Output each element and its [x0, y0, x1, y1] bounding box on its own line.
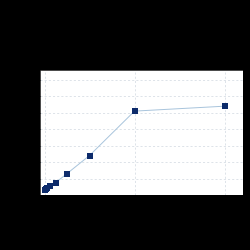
Point: [65, 172, 69, 175]
X-axis label: Human Acyl-CoA Dehydrogenase Family Member 8 (ACAD8)
Concentration (ng/ml): Human Acyl-CoA Dehydrogenase Family Memb…: [52, 206, 230, 216]
Point: [132, 109, 136, 113]
Point: [222, 104, 226, 108]
Y-axis label: OD: OD: [18, 128, 23, 138]
Point: [44, 187, 48, 191]
Point: [42, 188, 46, 192]
Point: [45, 186, 49, 190]
Point: [48, 184, 52, 188]
Point: [54, 180, 58, 184]
Point: [88, 154, 92, 158]
